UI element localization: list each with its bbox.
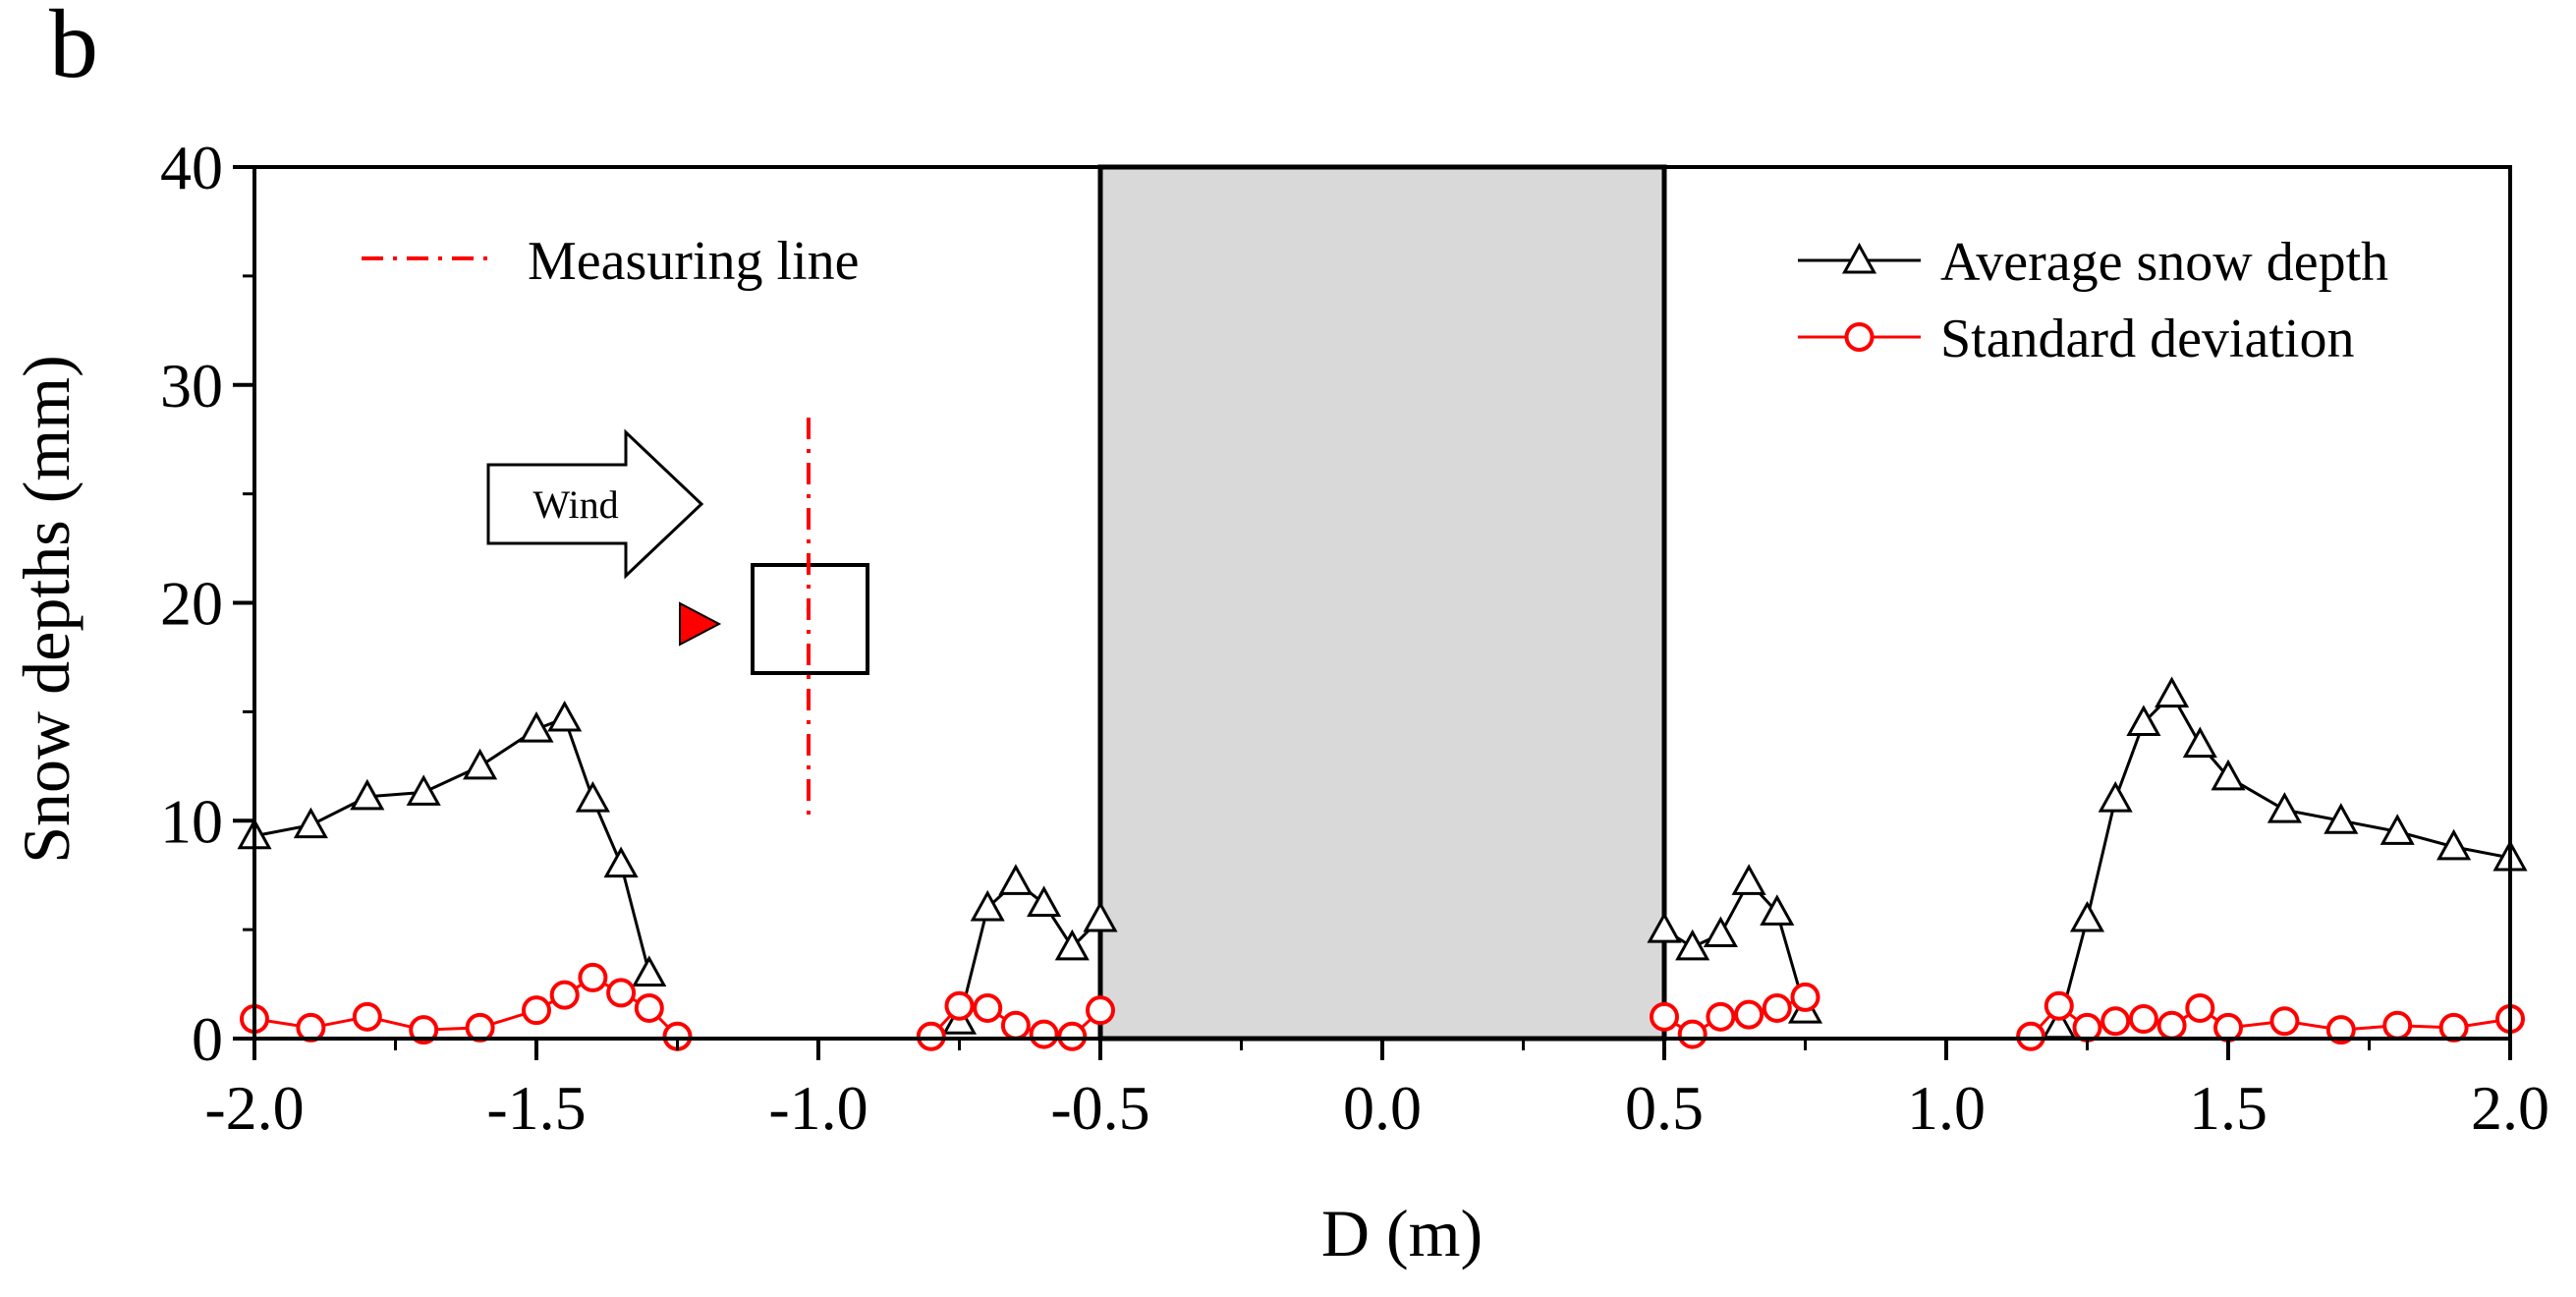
axes-group: -2.0 -1.5 -1.0 -0.5 0.0 0.5 1.0 1.5 2.0 0 10 20 30 40 — [160, 133, 2549, 1143]
standard-deviation-point — [2382, 1010, 2413, 1041]
average-snow-depth-point — [2182, 726, 2217, 759]
x-tick-label: 2.0 — [2471, 1073, 2549, 1143]
average-snow-depth-point — [1647, 912, 1682, 943]
legend-standard-deviation-label: Standard deviation — [1940, 309, 2354, 369]
y-tick-label: 20 — [160, 569, 223, 639]
standard-deviation-point — [973, 992, 1003, 1023]
x-tick-label: 1.0 — [1907, 1073, 1986, 1143]
x-tick-label: -2.0 — [204, 1073, 304, 1143]
standard-deviation-point — [522, 995, 551, 1026]
standard-deviation-point — [1057, 1021, 1088, 1051]
red-marker-triangle — [679, 601, 722, 647]
average-snow-depth-point — [1054, 929, 1090, 961]
x-tick-label: -1.0 — [768, 1073, 868, 1143]
average-snow-depth-point — [2155, 676, 2190, 708]
standard-deviation-point — [1000, 1010, 1031, 1041]
average-snow-depth-point — [2098, 780, 2133, 813]
average-snow-depth-point — [293, 807, 328, 839]
wind-arrow-label: Wind — [532, 482, 618, 527]
standard-deviation-point — [1086, 995, 1115, 1026]
standard-deviation-point — [2156, 1010, 2187, 1041]
standard-deviation-point — [2325, 1015, 2356, 1045]
building-shaded-region — [1097, 164, 1667, 1042]
standard-deviation-point — [634, 992, 664, 1023]
panel-label: b — [49, 0, 98, 98]
x-tick-label: -0.5 — [1050, 1073, 1149, 1143]
average-snow-depth-point — [2324, 803, 2359, 834]
x-axis-label: D (m) — [1321, 1196, 1483, 1270]
average-snow-depth-point — [2267, 792, 2302, 823]
average-snow-depth-point — [547, 700, 583, 732]
standard-deviation-point — [549, 980, 580, 1010]
x-tick-label: -1.5 — [486, 1073, 586, 1143]
average-snow-depth-point — [2436, 828, 2472, 861]
average-snow-depth-point — [998, 864, 1034, 895]
standard-deviation-point — [2044, 990, 2074, 1021]
standard-deviation-point — [916, 1021, 946, 1051]
average-snow-depth-point — [2380, 814, 2415, 845]
average-snow-depth-point — [2126, 705, 2161, 736]
standard-deviation-point — [606, 978, 637, 1008]
average-snow-depth-point — [350, 778, 385, 811]
legend-average-snow-depth-label: Average snow depth — [1940, 232, 2388, 293]
standard-deviation-point — [1734, 999, 1764, 1030]
average-snow-depth-point — [575, 780, 610, 813]
average-snow-depth-point — [1083, 900, 1118, 932]
standard-deviation-point — [578, 962, 608, 992]
standard-deviation-point — [1762, 992, 1792, 1023]
y-tick-label: 0 — [192, 1004, 223, 1074]
standard-deviation-point — [2128, 1004, 2158, 1035]
average-snow-depth-point — [519, 711, 554, 743]
average-snow-depth-point — [463, 748, 498, 780]
standard-deviation-point — [1790, 982, 1820, 1012]
average-snow-depth-line — [253, 716, 651, 974]
average-snow-depth-point — [406, 774, 441, 806]
measuring-line-legend: Measuring line — [362, 231, 859, 292]
standard-deviation-point — [1677, 1019, 1708, 1049]
average-snow-depth-point — [632, 955, 667, 987]
standard-deviation-point — [1029, 1019, 1059, 1049]
average-snow-depth-point — [2211, 759, 2246, 791]
y-tick-label: 10 — [160, 786, 223, 856]
series-group — [237, 676, 2528, 1051]
standard-deviation-point — [352, 1001, 382, 1032]
wind-arrow-shape — [486, 428, 704, 580]
wind-arrow: Wind — [486, 428, 704, 580]
standard-deviation-point — [2269, 1006, 2300, 1037]
y-axis-label: Snow depths (mm) — [9, 355, 84, 864]
average-snow-depth-point — [1760, 894, 1795, 926]
legend-average-snow-depth-marker — [1841, 242, 1877, 274]
legend: Average snow depth Standard deviation — [1798, 232, 2388, 369]
average-snow-depth-point — [1731, 864, 1766, 895]
average-snow-depth-point — [1675, 929, 1710, 961]
average-snow-depth-point — [1027, 885, 1062, 918]
y-tick-label: 30 — [160, 351, 223, 421]
standard-deviation-point — [409, 1015, 439, 1045]
average-snow-depth-point — [970, 889, 1005, 922]
standard-deviation-point — [1706, 1001, 1736, 1032]
x-tick-label: 0.5 — [1625, 1073, 1704, 1143]
measuring-line-legend-label: Measuring line — [528, 231, 859, 292]
standard-deviation-point — [1650, 1001, 1679, 1032]
x-tick-label: 0.0 — [1343, 1073, 1422, 1143]
average-snow-depth-point — [1703, 916, 1738, 948]
standard-deviation-point — [2185, 992, 2215, 1023]
standard-deviation-point — [2100, 1006, 2131, 1037]
x-tick-label: 1.5 — [2189, 1073, 2268, 1143]
standard-deviation-point — [944, 990, 975, 1021]
legend-standard-deviation-marker — [1844, 322, 1875, 352]
average-snow-depth-point — [2069, 900, 2105, 932]
standard-deviation-point — [2016, 1021, 2046, 1051]
y-tick-label: 40 — [160, 133, 223, 202]
building-schematic — [679, 418, 869, 816]
average-snow-depth-point — [603, 846, 639, 878]
